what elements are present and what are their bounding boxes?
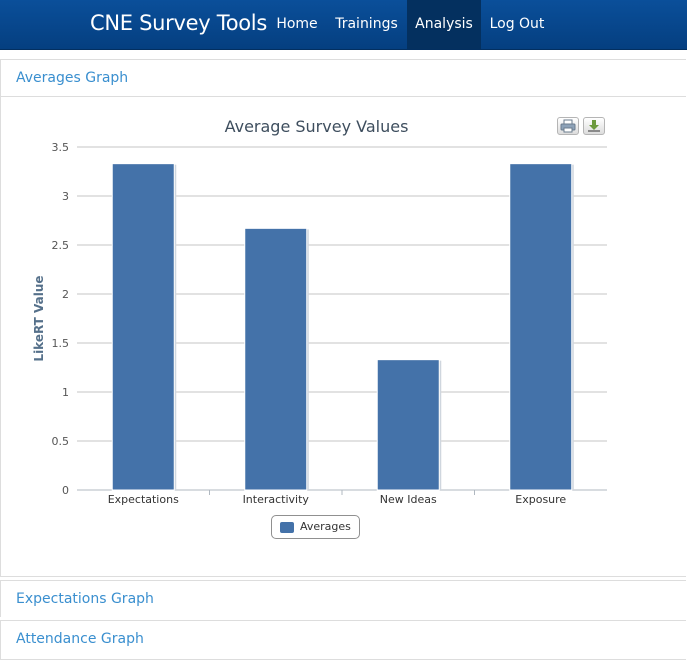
- chart-title: Average Survey Values: [224, 117, 409, 136]
- y-tick-label: 0.5: [52, 435, 70, 448]
- x-tick-label: Expectations: [108, 493, 179, 506]
- attendance-panel: Attendance Graph: [0, 620, 686, 660]
- y-tick-label: 0: [62, 484, 69, 497]
- x-tick-label: Interactivity: [243, 493, 310, 506]
- download-button[interactable]: [583, 117, 605, 135]
- nav-home[interactable]: Home: [276, 16, 318, 32]
- y-tick-label: 1.5: [52, 337, 70, 350]
- y-tick-label: 3.5: [52, 141, 70, 154]
- legend-label: Averages: [300, 520, 351, 533]
- y-tick-label: 2: [62, 288, 69, 301]
- bar: [244, 227, 308, 491]
- y-tick-label: 3: [62, 190, 69, 203]
- legend-swatch: [280, 522, 294, 533]
- bar: [376, 359, 440, 491]
- averages-chart: 0 0.5 1 1.5 2 2.5 3 3.5 LikeRT Value Expectations…: [32, 141, 607, 506]
- download-icon: [588, 120, 600, 132]
- top-navbar: CNE Survey Tools Home Trainings Analysis…: [0, 0, 687, 50]
- print-icon: [560, 119, 576, 133]
- nav-analysis[interactable]: Analysis: [407, 0, 481, 49]
- nav-log-out[interactable]: Log Out: [489, 16, 545, 32]
- averages-graph-heading[interactable]: Averages Graph: [1, 60, 686, 97]
- print-button[interactable]: [557, 117, 579, 135]
- nav-trainings[interactable]: Trainings: [335, 16, 398, 32]
- y-tick-label: 1: [62, 386, 69, 399]
- y-axis-label: LikeRT Value: [32, 275, 46, 361]
- attendance-graph-heading[interactable]: Attendance Graph: [1, 621, 686, 657]
- brand-title[interactable]: CNE Survey Tools: [90, 11, 267, 35]
- bar: [509, 163, 573, 491]
- bar: [111, 163, 175, 491]
- expectations-graph-heading[interactable]: Expectations Graph: [1, 581, 686, 617]
- x-tick-label: Exposure: [515, 493, 566, 506]
- y-tick-label: 2.5: [52, 239, 70, 252]
- expectations-panel: Expectations Graph: [0, 580, 686, 617]
- x-tick-label: New Ideas: [380, 493, 437, 506]
- chart-legend[interactable]: Averages: [271, 515, 360, 539]
